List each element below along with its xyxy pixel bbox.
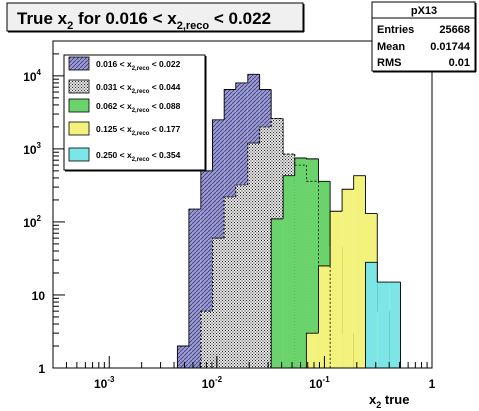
bar [294, 158, 307, 368]
y-tick-label: 1 [38, 362, 45, 376]
stats-mean-label: Mean [377, 41, 405, 53]
bar [200, 170, 213, 368]
bar [353, 175, 366, 368]
bar [188, 209, 201, 368]
stats-rms-label: RMS [377, 57, 401, 69]
bar [318, 265, 331, 368]
bar [342, 189, 354, 368]
bar [247, 143, 260, 368]
bar [283, 175, 295, 368]
legend-label: 0.250 < x2,reco < 0.354 [96, 150, 181, 163]
legend-entry: 0.062 < x2,reco < 0.088 [68, 98, 181, 114]
legend-entry: 0.125 < x2,reco < 0.177 [68, 121, 181, 137]
stats-entries-label: Entries [377, 24, 414, 36]
bar [177, 346, 189, 368]
stats-entries-value: 25668 [439, 24, 470, 36]
bar [271, 218, 284, 368]
y-tick-label: 10 [32, 289, 46, 303]
series-outline [365, 261, 401, 368]
legend: 0.016 < x2,reco < 0.022 0.031 < x2,reco <… [63, 54, 207, 172]
histogram-bars [176, 73, 401, 369]
bar [365, 262, 378, 368]
chart-title: True x2 for 0.016 < x2,reco < 0.022 [17, 9, 271, 32]
bar [389, 282, 401, 368]
x-axis-label: x2 true [369, 392, 409, 410]
legend-label: 0.125 < x2,reco < 0.177 [96, 124, 181, 137]
series-5 [365, 261, 401, 368]
stats-mean-value: 0.01744 [430, 41, 471, 53]
bar [377, 282, 390, 368]
y-tick-label: 104 [23, 68, 41, 84]
y-tick-label: 103 [23, 141, 41, 157]
stats-rms-value: 0.01 [449, 57, 470, 69]
legend-swatch [68, 56, 90, 71]
legend-label: 0.062 < x2,reco < 0.088 [96, 101, 181, 114]
x-tick-label: 10-2 [202, 375, 223, 391]
bar [212, 238, 225, 368]
stats-box: pX13 Entries 25668 Mean 0.01744 RMS 0.01 [371, 1, 477, 73]
bar [306, 333, 319, 368]
bar [259, 126, 272, 369]
legend-entry: 0.250 < x2,reco < 0.354 [68, 147, 181, 163]
bar [224, 196, 236, 368]
title-box: True x2 for 0.016 < x2,reco < 0.022 [6, 2, 305, 33]
legend-swatch [68, 121, 90, 136]
legend-label: 0.031 < x2,reco < 0.044 [96, 82, 181, 95]
legend-entry: 0.016 < x2,reco < 0.022 [68, 56, 181, 72]
legend-label: 0.016 < x2,reco < 0.022 [96, 59, 181, 72]
stats-name: pX13 [411, 5, 437, 17]
x-tick-label: 10-1 [309, 375, 330, 391]
x-tick-label: 1 [429, 377, 436, 391]
series-2-overlay-outline [200, 118, 331, 368]
bar [200, 311, 213, 368]
legend-swatch [68, 147, 90, 162]
legend-swatch [68, 98, 90, 113]
y-tick-label: 102 [23, 214, 41, 230]
bar [330, 211, 343, 368]
legend-swatch [68, 79, 90, 94]
bar [235, 185, 248, 368]
legend-entry: 0.031 < x2,reco < 0.044 [68, 79, 181, 95]
x-tick-label: 10-3 [94, 375, 115, 391]
bar [306, 158, 319, 368]
